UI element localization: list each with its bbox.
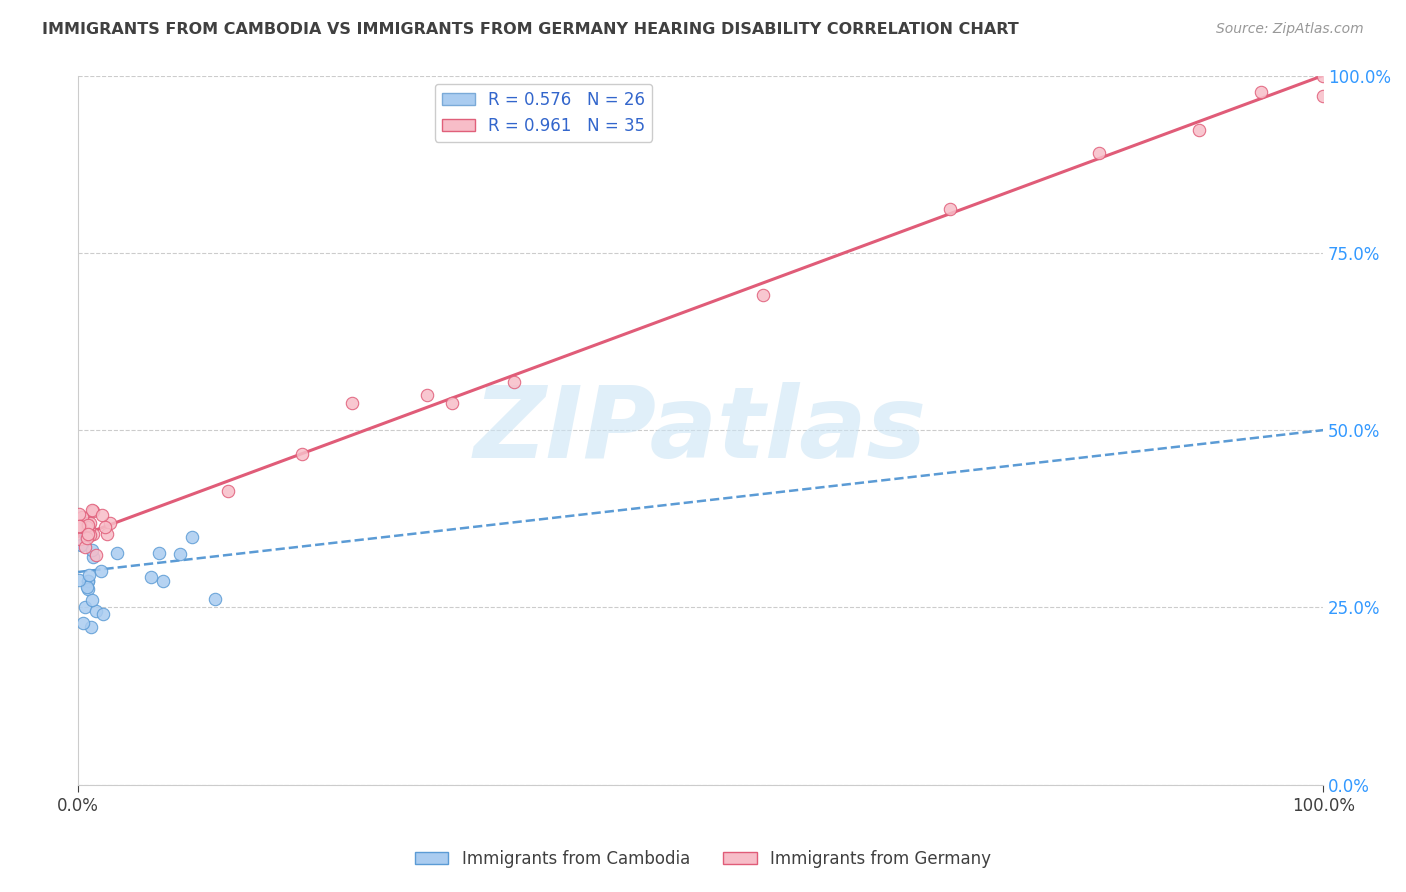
- Point: [340, 396, 363, 410]
- Point: [1250, 85, 1272, 99]
- Point: [72, 615, 94, 630]
- Point: [938, 202, 960, 216]
- Point: [752, 288, 775, 302]
- Point: [80, 620, 103, 634]
- Point: [79, 516, 101, 530]
- Point: [1188, 122, 1211, 136]
- Legend: R = 0.576   N = 26, R = 0.961   N = 35: R = 0.576 N = 26, R = 0.961 N = 35: [434, 84, 652, 142]
- Point: [1312, 89, 1334, 103]
- Point: [90, 564, 112, 578]
- Point: [94, 519, 117, 533]
- Point: [105, 546, 128, 560]
- Point: [98, 516, 121, 531]
- Point: [82, 549, 104, 564]
- Point: [70, 509, 93, 524]
- Point: [76, 516, 98, 530]
- Point: [80, 593, 103, 607]
- Point: [1312, 69, 1334, 83]
- Point: [84, 549, 107, 563]
- Text: Source: ZipAtlas.com: Source: ZipAtlas.com: [1216, 22, 1364, 37]
- Point: [75, 529, 97, 543]
- Legend: Immigrants from Cambodia, Immigrants from Germany: Immigrants from Cambodia, Immigrants fro…: [408, 844, 998, 875]
- Point: [67, 508, 90, 522]
- Point: [70, 539, 93, 553]
- Point: [82, 503, 104, 517]
- Point: [96, 527, 118, 541]
- Text: ZIPatlas: ZIPatlas: [474, 382, 927, 479]
- Point: [141, 569, 163, 583]
- Point: [67, 519, 90, 533]
- Point: [80, 503, 103, 517]
- Point: [70, 538, 93, 552]
- Point: [169, 547, 191, 561]
- Point: [1088, 145, 1111, 160]
- Point: [93, 607, 115, 621]
- Point: [76, 518, 98, 533]
- Point: [76, 581, 98, 595]
- Point: [67, 573, 90, 587]
- Point: [77, 582, 100, 597]
- Point: [152, 574, 174, 588]
- Point: [77, 568, 100, 582]
- Point: [502, 375, 524, 389]
- Point: [76, 531, 98, 545]
- Point: [204, 591, 226, 606]
- Point: [73, 600, 96, 615]
- Point: [82, 542, 104, 557]
- Point: [148, 546, 170, 560]
- Point: [84, 604, 107, 618]
- Point: [69, 532, 91, 546]
- Point: [79, 528, 101, 542]
- Point: [82, 527, 104, 541]
- Point: [91, 508, 114, 522]
- Point: [77, 574, 100, 588]
- Point: [77, 574, 100, 589]
- Point: [291, 447, 314, 461]
- Point: [76, 520, 98, 534]
- Point: [69, 519, 91, 533]
- Point: [73, 540, 96, 554]
- Point: [77, 521, 100, 535]
- Point: [416, 388, 439, 402]
- Point: [440, 396, 463, 410]
- Point: [76, 527, 98, 541]
- Point: [180, 529, 202, 543]
- Text: IMMIGRANTS FROM CAMBODIA VS IMMIGRANTS FROM GERMANY HEARING DISABILITY CORRELATI: IMMIGRANTS FROM CAMBODIA VS IMMIGRANTS F…: [42, 22, 1019, 37]
- Point: [75, 529, 97, 543]
- Point: [217, 483, 239, 498]
